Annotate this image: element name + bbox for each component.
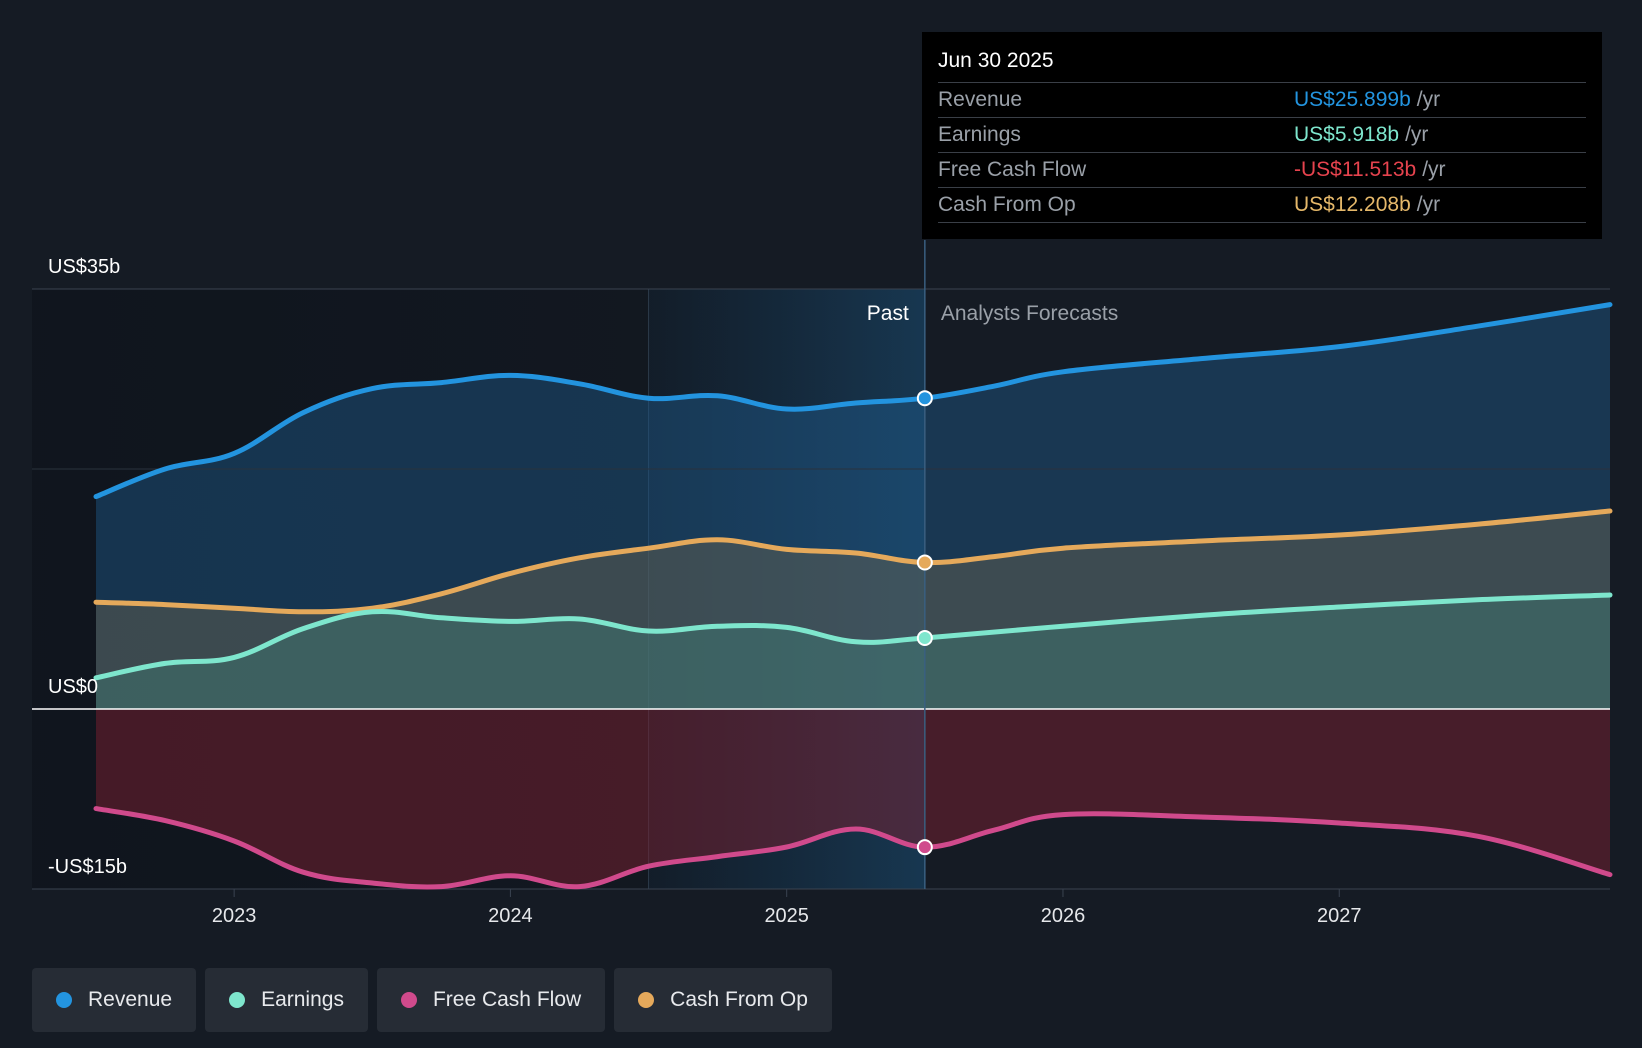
x-tick-label: 2024 xyxy=(488,905,533,927)
earnings-area xyxy=(96,595,1610,709)
legend-item-revenue[interactable]: Revenue xyxy=(32,968,197,1032)
revenue-marker xyxy=(916,390,933,407)
cash-from-op-line xyxy=(93,508,1613,615)
tooltip-date: Jun 30 2025 xyxy=(938,46,1586,83)
y-axis-label: US$0 xyxy=(48,676,98,698)
y-axis-label: US$35b xyxy=(48,256,120,278)
past-label: Past xyxy=(867,302,909,325)
free-cash-flow-line xyxy=(93,806,1613,890)
legend: Revenue Earnings Free Cash Flow Cash Fro… xyxy=(32,968,832,1032)
cash-from-op-area xyxy=(96,511,1610,709)
legend-label: Earnings xyxy=(261,988,344,1011)
tooltip-label: Cash From Op xyxy=(938,193,1076,216)
tooltip-label: Free Cash Flow xyxy=(938,158,1087,181)
revenue-dot-icon xyxy=(56,992,72,1008)
tooltip-unit: /yr xyxy=(1416,88,1441,111)
free-cash-flow-area xyxy=(96,709,1610,887)
forecast-label: Analysts Forecasts xyxy=(941,302,1118,325)
earnings-dot-icon xyxy=(229,992,246,1008)
tooltip-row-revenue: Revenue US$25.899b /yr xyxy=(938,83,1586,118)
tooltip-row-cash-from-op: Cash From Op US$12.208b /yr xyxy=(938,188,1586,223)
tooltip-unit: /yr xyxy=(1416,193,1441,216)
tooltip: Jun 30 2025 Revenue US$25.899b /yr Earni… xyxy=(922,32,1602,239)
free-cash-flow-marker xyxy=(916,839,933,856)
cash-from-op-marker xyxy=(916,554,933,571)
revenue-area xyxy=(96,304,1610,709)
revenue-line xyxy=(93,302,1613,500)
tooltip-label: Revenue xyxy=(938,88,1023,111)
x-tick-label: 2026 xyxy=(1041,905,1086,927)
x-tick-label: 2025 xyxy=(764,905,809,927)
x-tick-label: 2023 xyxy=(212,905,257,927)
tooltip-value: -US$11.513b xyxy=(1294,158,1417,181)
tooltip-label: Earnings xyxy=(938,123,1021,146)
earnings-marker xyxy=(916,629,933,646)
tooltip-row-earnings: Earnings US$5.918b /yr xyxy=(938,118,1586,153)
y-axis-label: -US$15b xyxy=(48,856,127,878)
tooltip-value: US$5.918b xyxy=(1294,123,1400,146)
legend-item-cash-from-op[interactable]: Cash From Op xyxy=(614,968,832,1032)
tooltip-value: US$12.208b xyxy=(1294,193,1411,216)
legend-label: Cash From Op xyxy=(670,988,808,1011)
legend-label: Revenue xyxy=(88,988,173,1011)
tooltip-unit: /yr xyxy=(1405,123,1429,146)
legend-item-free-cash-flow[interactable]: Free Cash Flow xyxy=(376,968,606,1032)
earnings-line xyxy=(93,592,1613,681)
x-tick-label: 2027 xyxy=(1317,905,1362,927)
free-cash-flow-dot-icon xyxy=(400,992,417,1008)
tooltip-value: US$25.899b xyxy=(1294,88,1411,111)
legend-label: Free Cash Flow xyxy=(432,988,582,1011)
tooltip-row-free-cash-flow: Free Cash Flow -US$11.513b /yr xyxy=(938,153,1586,188)
tooltip-unit: /yr xyxy=(1422,158,1446,181)
legend-item-earnings[interactable]: Earnings xyxy=(205,968,368,1032)
cash-from-op-dot-icon xyxy=(638,992,655,1008)
